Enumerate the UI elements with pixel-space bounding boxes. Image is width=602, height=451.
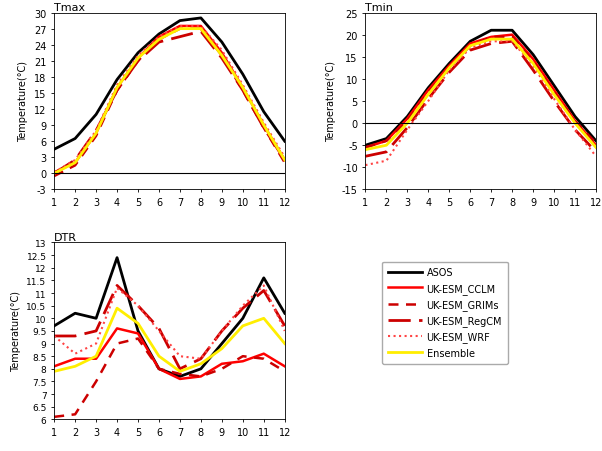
Text: Tmin: Tmin [365,3,393,13]
Legend: ASOS, UK-ESM_CCLM, UK-ESM_GRIMs, UK-ESM_RegCM, UK-ESM_WRF, Ensemble: ASOS, UK-ESM_CCLM, UK-ESM_GRIMs, UK-ESM_… [382,262,508,364]
Y-axis label: Temperature(°C): Temperature(°C) [11,291,21,372]
Y-axis label: Temperature(°C): Temperature(°C) [326,61,337,142]
Y-axis label: Temperature(°C): Temperature(°C) [19,61,28,142]
Text: Tmax: Tmax [54,3,85,13]
Text: DTR: DTR [54,232,77,242]
